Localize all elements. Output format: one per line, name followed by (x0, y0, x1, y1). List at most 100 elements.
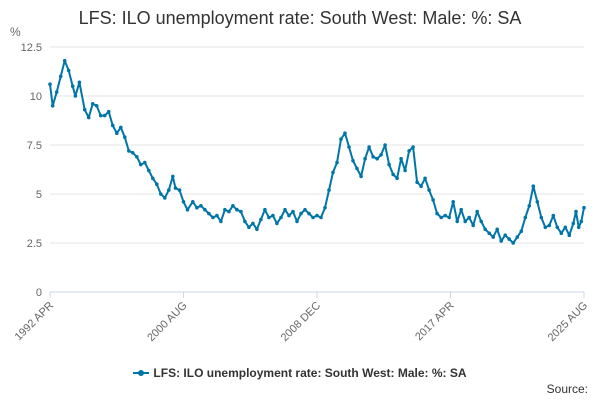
data-point[interactable] (435, 211, 439, 216)
data-point[interactable] (507, 237, 512, 241)
data-point[interactable] (185, 207, 190, 212)
data-point[interactable] (499, 239, 504, 243)
data-point[interactable] (211, 215, 215, 220)
data-point[interactable] (503, 233, 508, 237)
data-point[interactable] (259, 217, 263, 222)
data-point[interactable] (73, 94, 78, 98)
data-point[interactable] (419, 184, 423, 188)
data-point[interactable] (519, 229, 524, 233)
data-point[interactable] (191, 200, 195, 204)
data-point[interactable] (447, 215, 452, 220)
legend[interactable]: LFS: ILO unemployment rate: South West: … (0, 366, 600, 380)
data-point[interactable] (523, 215, 528, 220)
data-point[interactable] (582, 205, 586, 210)
data-point[interactable] (143, 160, 147, 165)
data-point[interactable] (563, 225, 568, 230)
data-point[interactable] (555, 225, 560, 230)
data-point[interactable] (574, 209, 578, 214)
data-point[interactable] (315, 213, 319, 218)
data-point[interactable] (511, 241, 515, 245)
data-point[interactable] (359, 174, 363, 179)
data-point[interactable] (283, 207, 287, 212)
data-point[interactable] (451, 200, 456, 204)
data-point[interactable] (199, 204, 203, 208)
data-point[interactable] (58, 74, 63, 79)
data-point[interactable] (479, 219, 484, 224)
data-point[interactable] (319, 215, 323, 220)
data-point[interactable] (567, 233, 572, 237)
data-point[interactable] (123, 135, 127, 139)
data-point[interactable] (363, 156, 367, 161)
data-point[interactable] (127, 149, 131, 153)
data-point[interactable] (50, 104, 55, 108)
data-point[interactable] (571, 221, 576, 226)
data-point[interactable] (547, 223, 552, 228)
data-point[interactable] (110, 123, 115, 128)
data-point[interactable] (167, 188, 171, 192)
data-point[interactable] (195, 205, 199, 210)
data-point[interactable] (267, 215, 271, 220)
data-point[interactable] (155, 182, 159, 186)
data-point[interactable] (475, 209, 480, 214)
data-point[interactable] (235, 207, 239, 212)
data-point[interactable] (239, 209, 243, 214)
data-point[interactable] (403, 168, 407, 173)
data-point[interactable] (487, 231, 492, 235)
data-point[interactable] (243, 219, 247, 224)
data-point[interactable] (215, 213, 219, 218)
data-point[interactable] (177, 188, 182, 192)
data-point[interactable] (173, 186, 178, 190)
data-point[interactable] (415, 180, 419, 184)
data-point[interactable] (231, 204, 235, 208)
data-point[interactable] (181, 200, 186, 204)
data-point[interactable] (219, 219, 223, 224)
data-point[interactable] (335, 160, 339, 165)
data-point[interactable] (287, 213, 291, 218)
data-point[interactable] (439, 215, 444, 220)
data-point[interactable] (343, 131, 347, 135)
data-point[interactable] (54, 90, 59, 94)
data-point[interactable] (471, 223, 476, 228)
data-point[interactable] (151, 176, 155, 181)
data-point[interactable] (299, 211, 303, 216)
data-point[interactable] (135, 155, 139, 159)
data-point[interactable] (455, 219, 460, 224)
data-point[interactable] (247, 225, 251, 230)
data-point[interactable] (139, 162, 143, 167)
data-point[interactable] (279, 215, 283, 220)
data-point[interactable] (86, 115, 91, 120)
data-point[interactable] (559, 231, 564, 235)
data-point[interactable] (82, 107, 87, 112)
data-point[interactable] (263, 207, 267, 212)
data-point[interactable] (223, 207, 227, 212)
data-point[interactable] (70, 84, 75, 88)
data-point[interactable] (106, 109, 111, 114)
data-point[interactable] (539, 215, 544, 220)
data-point[interactable] (463, 219, 468, 224)
data-point[interactable] (347, 145, 351, 149)
data-point[interactable] (227, 209, 231, 214)
data-point[interactable] (531, 184, 536, 188)
data-point[interactable] (94, 104, 99, 108)
data-point[interactable] (339, 137, 343, 141)
data-point[interactable] (251, 221, 255, 226)
data-point[interactable] (431, 198, 435, 202)
data-point[interactable] (323, 205, 327, 210)
data-point[interactable] (90, 102, 95, 106)
data-point[interactable] (427, 188, 431, 192)
data-point[interactable] (423, 176, 427, 181)
data-point[interactable] (77, 80, 82, 85)
data-point[interactable] (102, 113, 107, 118)
data-point[interactable] (387, 162, 391, 167)
data-point[interactable] (275, 221, 279, 226)
data-point[interactable] (159, 192, 163, 196)
data-point[interactable] (255, 227, 259, 232)
data-point[interactable] (515, 235, 520, 239)
data-point[interactable] (203, 207, 207, 212)
data-point[interactable] (303, 207, 307, 212)
data-point[interactable] (171, 174, 175, 179)
data-point[interactable] (98, 113, 103, 118)
data-point[interactable] (491, 235, 496, 239)
data-point[interactable] (355, 166, 359, 171)
data-point[interactable] (207, 211, 211, 216)
